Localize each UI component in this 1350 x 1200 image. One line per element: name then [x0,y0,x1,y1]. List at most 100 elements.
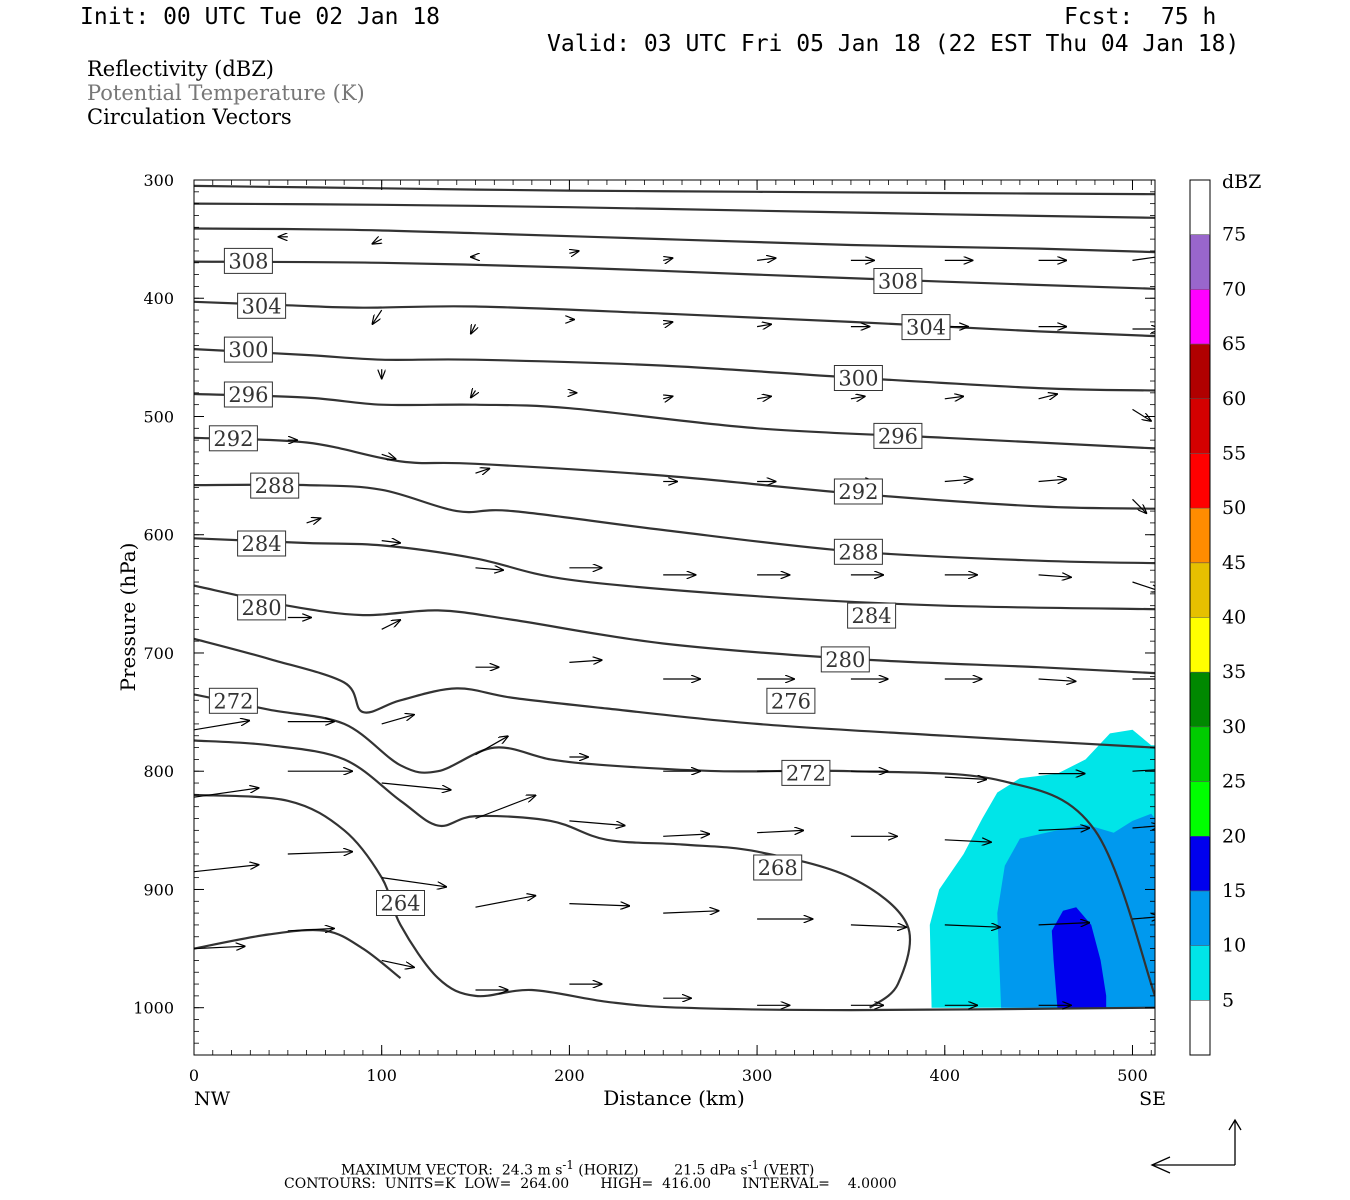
theta-label: 304 [901,314,951,341]
x-tick-label: 500 [1117,1066,1148,1085]
theta-contour-line [194,184,1155,196]
y-tick-label: 700 [143,644,174,663]
theta-label-text: 272 [213,689,253,713]
colorbar-segment [1190,945,1210,1001]
theta-label: 292 [208,425,258,452]
x-right-label: SE [1139,1088,1166,1110]
reference-vector-icon [1150,1118,1242,1174]
colorbar-label: 25 [1222,771,1246,793]
theta-label-text: 280 [825,648,865,672]
circulation-vector [381,959,414,967]
theta-label-text: 284 [852,604,892,628]
theta-contour-line [194,483,1155,565]
theta-labels: 3083083043043003002962962922922882882842… [208,247,951,916]
circulation-vector [850,396,865,398]
colorbar-label: 35 [1222,661,1246,683]
colorbar-label: 55 [1222,442,1246,464]
theta-label: 264 [376,890,425,916]
theta-label-box [753,854,803,881]
theta-label: 272 [208,687,258,714]
circulation-vector [1132,408,1151,421]
circulation-vector [475,796,536,820]
colorbar-label: 40 [1222,607,1246,629]
circulation-vector [373,309,383,324]
theta-label-text: 280 [242,596,282,620]
colorbar-label: 70 [1222,278,1246,300]
x-left-label: NW [194,1088,231,1110]
circulation-vector [757,258,775,260]
theta-label-box [873,422,923,449]
circulation-vector [569,251,578,253]
circulation-vector [471,324,476,333]
theta-contour-line [194,537,1155,611]
circulation-vector [944,396,963,398]
colorbar-segment [1190,398,1210,454]
theta-label: 296 [223,381,273,408]
theta-label: 268 [753,854,803,881]
colorbar-label: 5 [1222,989,1234,1011]
legend-theta: Potential Temperature (K) [87,81,365,105]
circulation-vector [381,877,446,887]
theta-contours [194,184,1155,1012]
theta-label-box [237,594,287,621]
colorbar-label: 15 [1222,880,1246,902]
theta-label-box [376,890,425,916]
colorbar-segment [1190,672,1210,727]
theta-contour-line [194,739,912,1009]
theta-label-text: 292 [838,480,878,504]
theta-label-text: 292 [213,427,253,451]
circulation-vector [1132,498,1147,513]
circulation-vector [663,322,672,324]
theta-label: 308 [873,268,923,294]
theta-label-text: 304 [242,294,282,318]
theta-label-box [237,530,287,557]
valid-time: Valid: 03 UTC Fri 05 Jan 18 (22 EST Thu … [547,31,1240,57]
colorbar-label: 65 [1222,333,1246,355]
colorbar-segment [1190,562,1210,618]
circulation-vector [569,904,629,906]
legend-reflectivity: Reflectivity (dBZ) [87,57,275,81]
theta-label: 280 [237,594,287,621]
theta-contour-line [194,584,1155,675]
circulation-vector [944,479,973,481]
theta-label: 300 [223,336,273,363]
forecast-hour: Fcst: 75 h [1064,4,1217,30]
y-tick-label: 800 [143,762,174,781]
theta-label-box [208,425,258,452]
theta-contour-line [194,300,1155,338]
y-axis-title: Pressure (hPa) [116,543,140,692]
colorbar-unit: dBZ [1222,171,1261,193]
y-tick-label: 400 [143,289,174,308]
circulation-vector [944,840,991,842]
circulation-vector [757,324,771,326]
colorbar-segment [1190,180,1210,235]
theta-contour-line [194,637,1155,749]
circulation-vector [663,911,718,913]
theta-label-text: 276 [771,689,811,713]
circulation-vector [663,834,709,836]
circulation-vector [1132,256,1155,261]
colorbar-label: 20 [1222,825,1246,847]
circulation-vector [1132,826,1155,828]
theta-contour-line [194,227,1155,254]
theta-label: 280 [820,646,870,673]
theta-label-box [781,759,831,786]
theta-label-text: 300 [838,367,878,391]
circulation-vector [287,929,334,931]
circulation-vector [287,852,352,854]
circulation-vector [944,925,1000,927]
circulation-vectors [194,237,1155,1006]
circulation-vector [757,830,803,832]
colorbar-segment [1190,453,1210,509]
theta-contour-line [194,436,1155,510]
colorbar-segment [1190,890,1210,946]
axes: 0 100 200 300 400 500 300 400 500 600 700 800 900 100… [133,171,1155,1085]
theta-contour-line [194,260,1155,290]
circulation-vector [1038,923,1090,925]
theta-contour-line [194,202,1155,219]
colorbar-segment [1190,344,1210,399]
theta-contour-line [194,928,402,979]
circulation-vector [194,788,258,798]
circulation-vector [663,258,672,260]
circulation-vector [194,865,258,873]
